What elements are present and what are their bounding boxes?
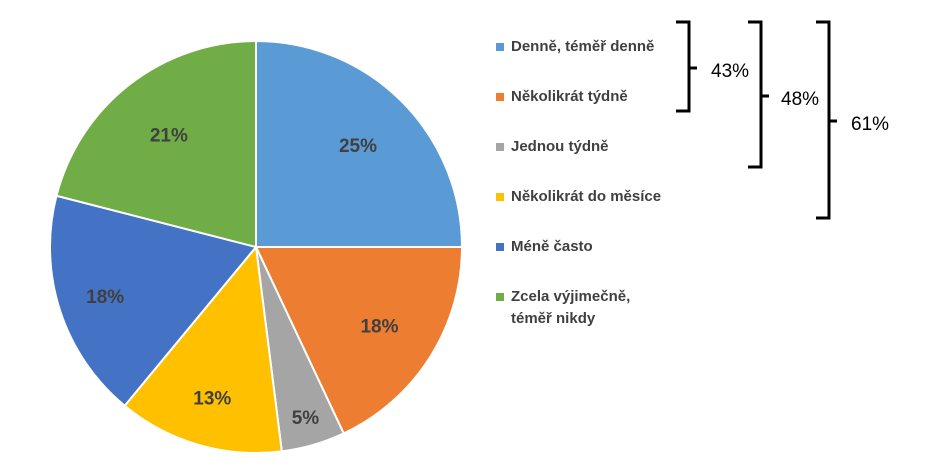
slice-data-label: 18% bbox=[86, 287, 124, 308]
legend-item: Několikrát do měsíce bbox=[496, 186, 661, 208]
legend-swatch bbox=[496, 293, 504, 301]
pie-slice bbox=[123, 244, 283, 454]
legend-label: Několikrát týdně bbox=[511, 88, 628, 105]
slice-data-label: 18% bbox=[360, 316, 398, 337]
slice-data-label: 21% bbox=[150, 126, 188, 147]
legend-label: Jednou týdně bbox=[511, 138, 609, 155]
bracket-61-label: 61% bbox=[851, 114, 889, 135]
legend-label: Denně, téměř denně bbox=[511, 38, 655, 55]
slice-data-label: 13% bbox=[193, 388, 231, 409]
legend-label: Zcela výjimečně, téměř nikdy bbox=[511, 288, 631, 327]
pie-slice bbox=[49, 194, 258, 408]
legend-swatch bbox=[496, 43, 504, 51]
cumulative-brackets: 43% 48% 61% bbox=[676, 20, 889, 220]
legend-item: Několikrát týdně bbox=[496, 86, 628, 108]
legend-item: Méně často bbox=[496, 236, 593, 258]
bracket-48-label: 48% bbox=[781, 89, 819, 110]
legend-label: Méně často bbox=[511, 238, 593, 255]
legend-label: Několikrát do měsíce bbox=[511, 188, 662, 205]
legend-swatch bbox=[496, 193, 504, 201]
bracket-43-label: 43% bbox=[711, 61, 749, 82]
legend-item: Jednou týdně bbox=[496, 136, 609, 158]
legend-swatch bbox=[496, 243, 504, 251]
slice-data-label: 25% bbox=[339, 136, 377, 157]
pie-slices bbox=[49, 39, 464, 454]
pie-data-labels: 25% 18% 5% 13% 18% 21% bbox=[86, 126, 398, 429]
pie-slice bbox=[55, 39, 257, 249]
bracket-61 bbox=[816, 20, 837, 220]
legend-item: Denně, téměř denně bbox=[496, 36, 654, 58]
slice-data-label: 5% bbox=[292, 408, 320, 429]
legend-swatch bbox=[496, 143, 504, 151]
bracket-43 bbox=[676, 20, 697, 113]
pie-slice bbox=[254, 246, 464, 435]
bracket-48 bbox=[748, 20, 769, 169]
legend-swatch bbox=[496, 93, 504, 101]
pie-slice bbox=[255, 39, 464, 248]
legend-item: Zcela výjimečně, téměř nikdy bbox=[496, 286, 630, 330]
